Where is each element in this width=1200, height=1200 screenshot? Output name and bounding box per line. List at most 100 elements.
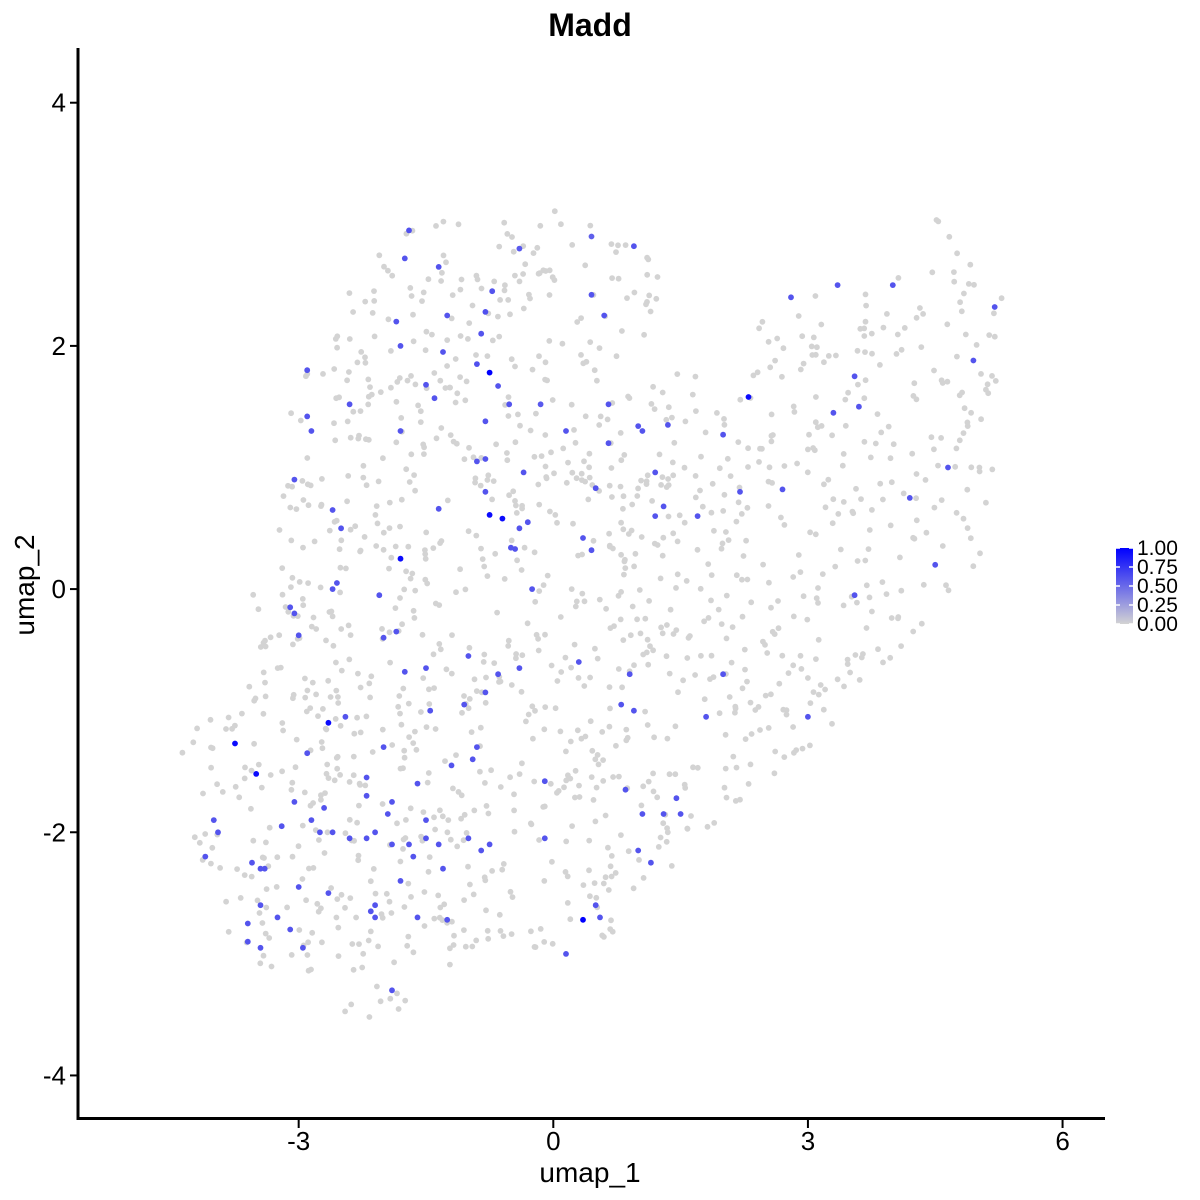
cell-point-background: [740, 553, 747, 559]
cell-point-background: [866, 527, 873, 533]
cell-point-background: [505, 643, 512, 649]
cell-point-expressing: [648, 859, 654, 866]
cell-point-background: [608, 917, 614, 924]
cell-point-background: [393, 398, 400, 405]
cell-point-expressing: [834, 282, 841, 288]
cell-point-background: [738, 511, 745, 517]
cell-point-background: [705, 615, 712, 621]
cell-point-background: [453, 752, 459, 758]
cell-point-background: [748, 599, 755, 606]
cell-point-background: [637, 630, 644, 637]
cell-point-background: [400, 685, 407, 692]
cell-point-background: [536, 501, 543, 508]
cell-point-background: [722, 765, 729, 772]
cell-point-background: [432, 826, 438, 833]
cell-point-background: [448, 315, 455, 322]
cell-point-background: [372, 890, 379, 897]
cell-point-background: [653, 295, 660, 302]
cell-point-background: [511, 828, 518, 835]
cell-point-background: [318, 796, 324, 803]
cell-point-background: [817, 682, 824, 688]
cell-point-background: [799, 745, 806, 752]
cell-point-background: [309, 929, 316, 936]
cell-point-background: [504, 450, 510, 456]
cell-point-expressing: [423, 817, 429, 823]
cell-point-background: [380, 546, 387, 553]
cell-point-background: [308, 623, 315, 630]
cell-point-background: [913, 495, 919, 502]
cell-point-background: [726, 694, 733, 700]
cell-point-background: [389, 742, 396, 748]
cell-point-background: [742, 736, 749, 742]
cell-point-background: [417, 419, 424, 425]
cell-point-background: [512, 439, 519, 446]
cell-point-background: [274, 854, 281, 861]
cell-point-background: [663, 416, 670, 423]
cell-point-background: [367, 928, 374, 935]
cell-point-background: [365, 937, 372, 944]
cell-point-background: [793, 747, 800, 753]
cell-point-background: [989, 373, 995, 379]
y-tick-label: 2: [52, 331, 66, 361]
cell-point-background: [508, 931, 515, 937]
cell-point-background: [527, 295, 533, 302]
cell-point-background: [666, 771, 673, 778]
cell-point-background: [624, 295, 630, 301]
cell-point-background: [898, 346, 905, 353]
cell-point-background: [450, 942, 457, 948]
cell-point-expressing: [635, 423, 642, 429]
cell-point-background: [465, 705, 472, 712]
cell-point-background: [913, 314, 920, 321]
cell-point-background: [634, 616, 640, 623]
cell-point-background: [408, 373, 414, 379]
cell-point-background: [310, 865, 317, 871]
cell-point-background: [335, 924, 342, 931]
cell-point-expressing: [660, 811, 667, 817]
cell-point-background: [409, 570, 416, 577]
cell-point-background: [844, 656, 851, 663]
cell-point-expressing: [489, 288, 496, 295]
cell-point-expressing: [308, 428, 315, 434]
cell-point-background: [507, 888, 514, 895]
cell-point-background: [279, 720, 286, 726]
cell-point-background: [465, 528, 472, 535]
cell-point-background: [466, 320, 473, 326]
cell-point-background: [506, 492, 512, 499]
cell-point-background: [542, 463, 549, 470]
cell-point-background: [983, 386, 989, 393]
cell-point-background: [408, 293, 415, 299]
cell-point-background: [605, 887, 612, 893]
cell-point-background: [419, 298, 425, 304]
cell-point-background: [465, 336, 471, 342]
cell-point-background: [790, 574, 797, 580]
cell-point-background: [239, 710, 245, 717]
cell-point-background: [549, 274, 556, 281]
cell-point-background: [412, 381, 419, 388]
cell-point-expressing: [737, 488, 743, 495]
cell-point-background: [435, 892, 442, 899]
cell-point-background: [877, 480, 884, 487]
cell-point-background: [223, 898, 230, 905]
cell-point-background: [509, 894, 516, 900]
cell-point-background: [316, 837, 322, 843]
cell-point-background: [953, 509, 960, 516]
cell-point-background: [970, 563, 977, 570]
cell-point-background: [568, 401, 575, 408]
cell-point-background: [292, 764, 299, 771]
cell-point-background: [806, 431, 812, 438]
cell-point-expressing: [389, 799, 395, 805]
cell-point-background: [840, 602, 847, 609]
cell-point-background: [680, 677, 686, 684]
cell-point-expressing: [261, 865, 268, 872]
cell-point-background: [342, 904, 348, 911]
cell-point-expressing: [397, 555, 404, 562]
cell-point-background: [998, 295, 1005, 302]
cell-point-background: [670, 472, 677, 479]
cell-point-background: [422, 547, 428, 553]
cell-point-background: [489, 337, 496, 344]
cell-point-background: [608, 853, 615, 859]
cell-point-background: [716, 710, 723, 717]
cell-point-background: [472, 479, 478, 486]
cell-point-background: [307, 482, 314, 489]
cell-point-background: [768, 438, 775, 445]
